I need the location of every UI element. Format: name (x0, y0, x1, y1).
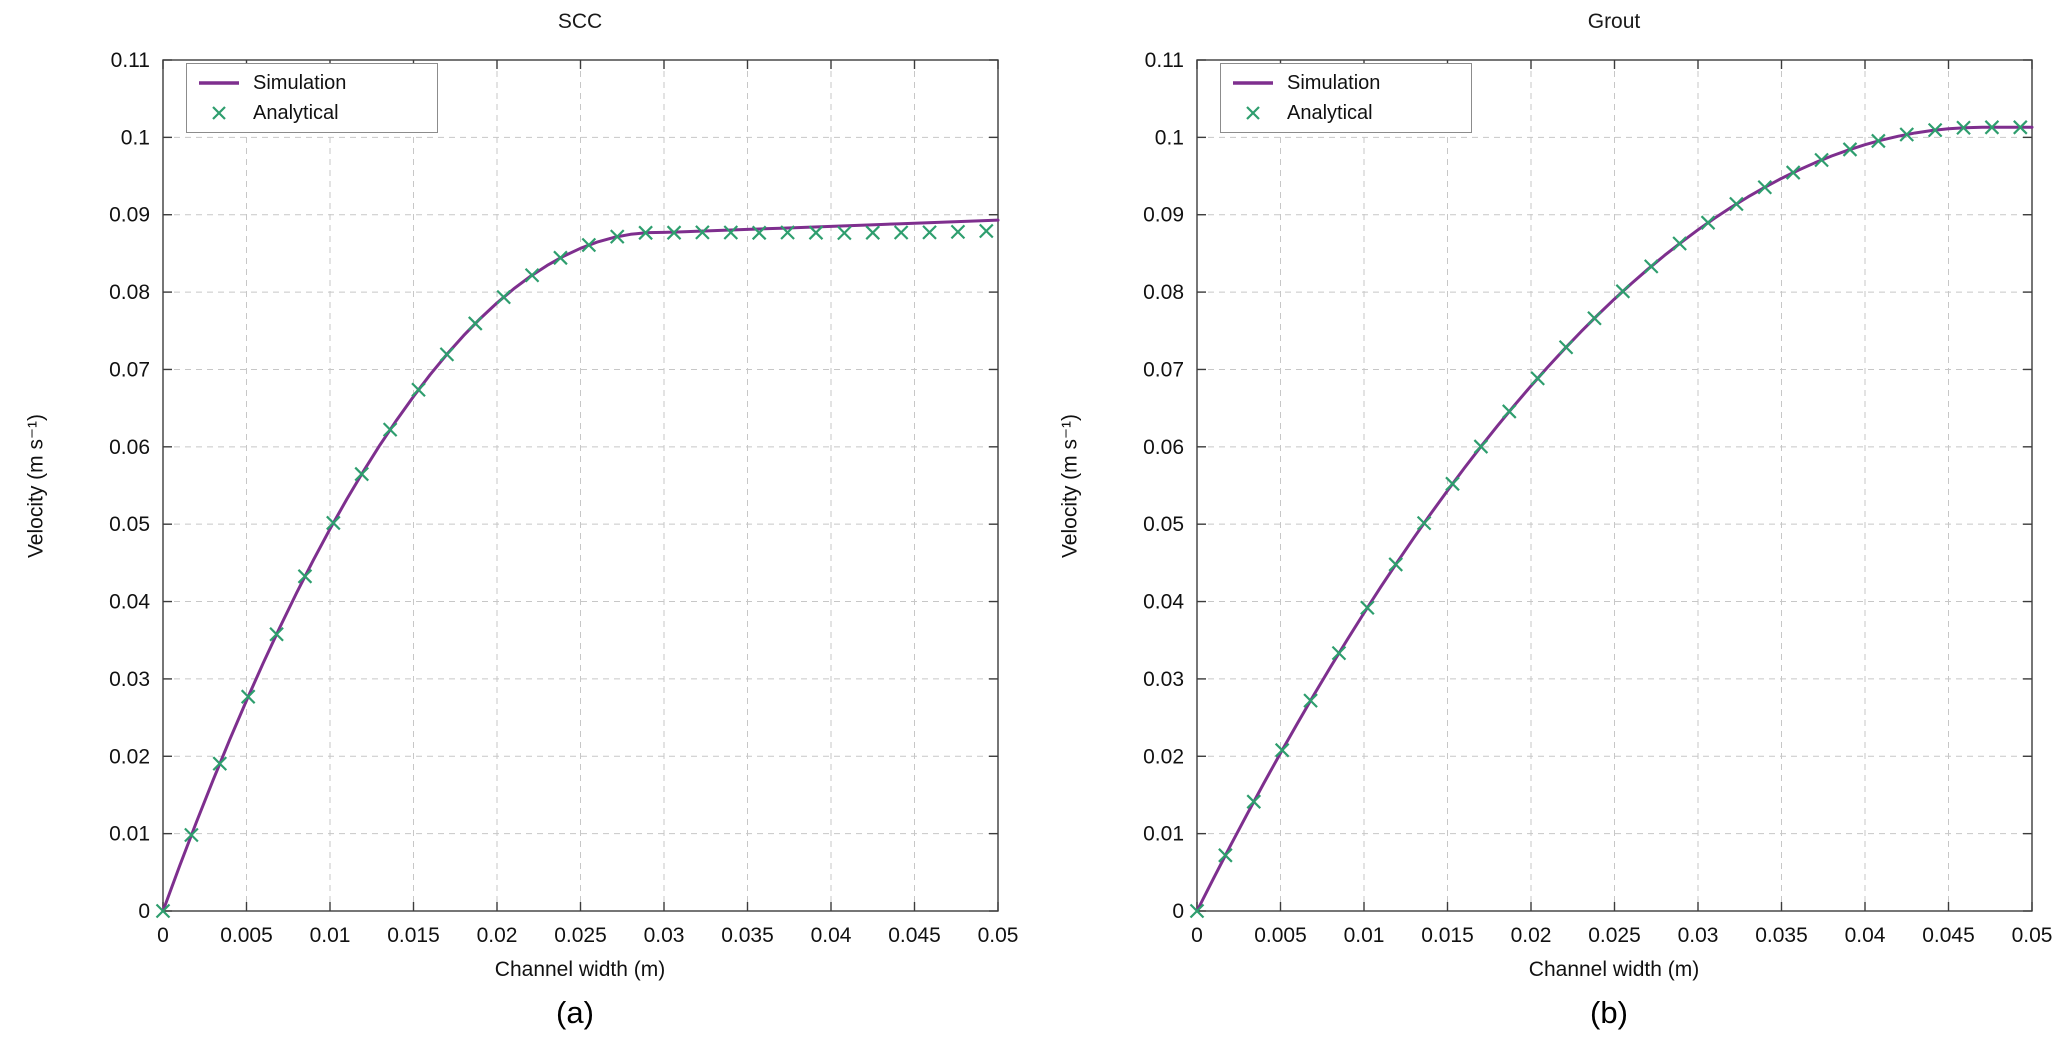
svg-text:0.06: 0.06 (1143, 436, 1184, 459)
svg-text:0.01: 0.01 (310, 924, 351, 947)
svg-text:0.04: 0.04 (1845, 924, 1886, 947)
scc-chart-title: SCC (557, 10, 603, 33)
svg-text:0.045: 0.045 (1922, 924, 1975, 947)
svg-text:0.05: 0.05 (1143, 513, 1184, 536)
svg-text:0.07: 0.07 (1143, 358, 1184, 381)
svg-text:0.04: 0.04 (811, 924, 852, 947)
analytical-x-marker-icon (1246, 106, 1260, 120)
legend-label-simulation: Simulation (253, 71, 347, 94)
svg-text:0.05: 0.05 (109, 513, 150, 536)
legend-entry-analytical: Analytical (1231, 99, 1471, 127)
svg-text:0: 0 (1191, 924, 1203, 947)
svg-text:0.03: 0.03 (644, 924, 685, 947)
legend-label-analytical: Analytical (253, 101, 339, 124)
chart-panel-scc: 0 0.005 0.01 0.015 0.02 0.025 0.03 0.035 0.04 0.0… (0, 0, 1033, 1052)
subfigure-label-a: (a) (556, 995, 594, 1030)
svg-text:0.03: 0.03 (1678, 924, 1719, 947)
chart-panel-grout: 0 0.005 0.01 0.015 0.02 0.025 0.03 0.035 0.04 0.0… (1034, 0, 2067, 1052)
svg-text:0.06: 0.06 (109, 436, 150, 459)
svg-text:0.015: 0.015 (387, 924, 440, 947)
scc-x-axis-label: Channel width (m) (494, 958, 666, 981)
legend-label-simulation: Simulation (1287, 71, 1381, 94)
svg-text:0.11: 0.11 (1145, 49, 1184, 72)
simulation-line-icon (1233, 81, 1273, 85)
svg-text:0.005: 0.005 (220, 924, 273, 947)
svg-text:0.05: 0.05 (2012, 924, 2053, 947)
svg-text:0.02: 0.02 (477, 924, 518, 947)
svg-text:0.035: 0.035 (721, 924, 774, 947)
legend-entry-simulation: Simulation (197, 69, 437, 97)
scc-legend: Simulation Analytical (186, 63, 438, 133)
grout-y-axis-label: Velocity (m s⁻¹) (1058, 413, 1082, 559)
svg-text:0.09: 0.09 (1143, 204, 1184, 227)
svg-text:0.015: 0.015 (1421, 924, 1474, 947)
svg-text:0.03: 0.03 (1143, 668, 1184, 691)
grout-x-axis-label: Channel width (m) (1528, 958, 1700, 981)
grout-plot-area: 0 0.005 0.01 0.015 0.02 0.025 0.03 0.035 0.04 0.0… (1143, 49, 2053, 947)
svg-text:0.09: 0.09 (109, 204, 150, 227)
svg-text:0: 0 (1172, 900, 1184, 923)
svg-text:0.01: 0.01 (109, 823, 150, 846)
svg-text:0.005: 0.005 (1254, 924, 1307, 947)
simulation-line-icon (199, 81, 239, 85)
legend-entry-analytical: Analytical (197, 99, 437, 127)
svg-text:0.035: 0.035 (1755, 924, 1808, 947)
analytical-x-marker-icon (212, 106, 226, 120)
svg-text:0.02: 0.02 (1511, 924, 1552, 947)
svg-text:0.11: 0.11 (111, 49, 150, 72)
svg-text:0.02: 0.02 (109, 745, 150, 768)
svg-text:0.025: 0.025 (554, 924, 607, 947)
svg-text:0.03: 0.03 (109, 668, 150, 691)
svg-text:0.01: 0.01 (1344, 924, 1385, 947)
scc-y-axis-label: Velocity (m s⁻¹) (24, 413, 48, 559)
svg-text:0.08: 0.08 (109, 281, 150, 304)
svg-text:0.02: 0.02 (1143, 745, 1184, 768)
svg-text:0.045: 0.045 (888, 924, 941, 947)
svg-text:0.04: 0.04 (1143, 591, 1184, 614)
svg-text:0.01: 0.01 (1143, 823, 1184, 846)
scc-plot-area: 0 0.005 0.01 0.015 0.02 0.025 0.03 0.035 0.04 0.0… (109, 49, 1019, 947)
legend-entry-simulation: Simulation (1231, 69, 1471, 97)
grout-chart-title: Grout (1587, 10, 1641, 33)
svg-text:0: 0 (138, 900, 150, 923)
legend-label-analytical: Analytical (1287, 101, 1373, 124)
svg-text:0.05: 0.05 (978, 924, 1019, 947)
svg-text:0.04: 0.04 (109, 591, 150, 614)
svg-text:0.1: 0.1 (121, 126, 150, 149)
svg-text:0: 0 (157, 924, 169, 947)
subfigure-label-b: (b) (1590, 995, 1628, 1030)
svg-text:0.025: 0.025 (1588, 924, 1641, 947)
svg-text:0.07: 0.07 (109, 358, 150, 381)
svg-text:0.08: 0.08 (1143, 281, 1184, 304)
svg-text:0.1: 0.1 (1155, 126, 1184, 149)
grout-legend: Simulation Analytical (1220, 63, 1472, 133)
